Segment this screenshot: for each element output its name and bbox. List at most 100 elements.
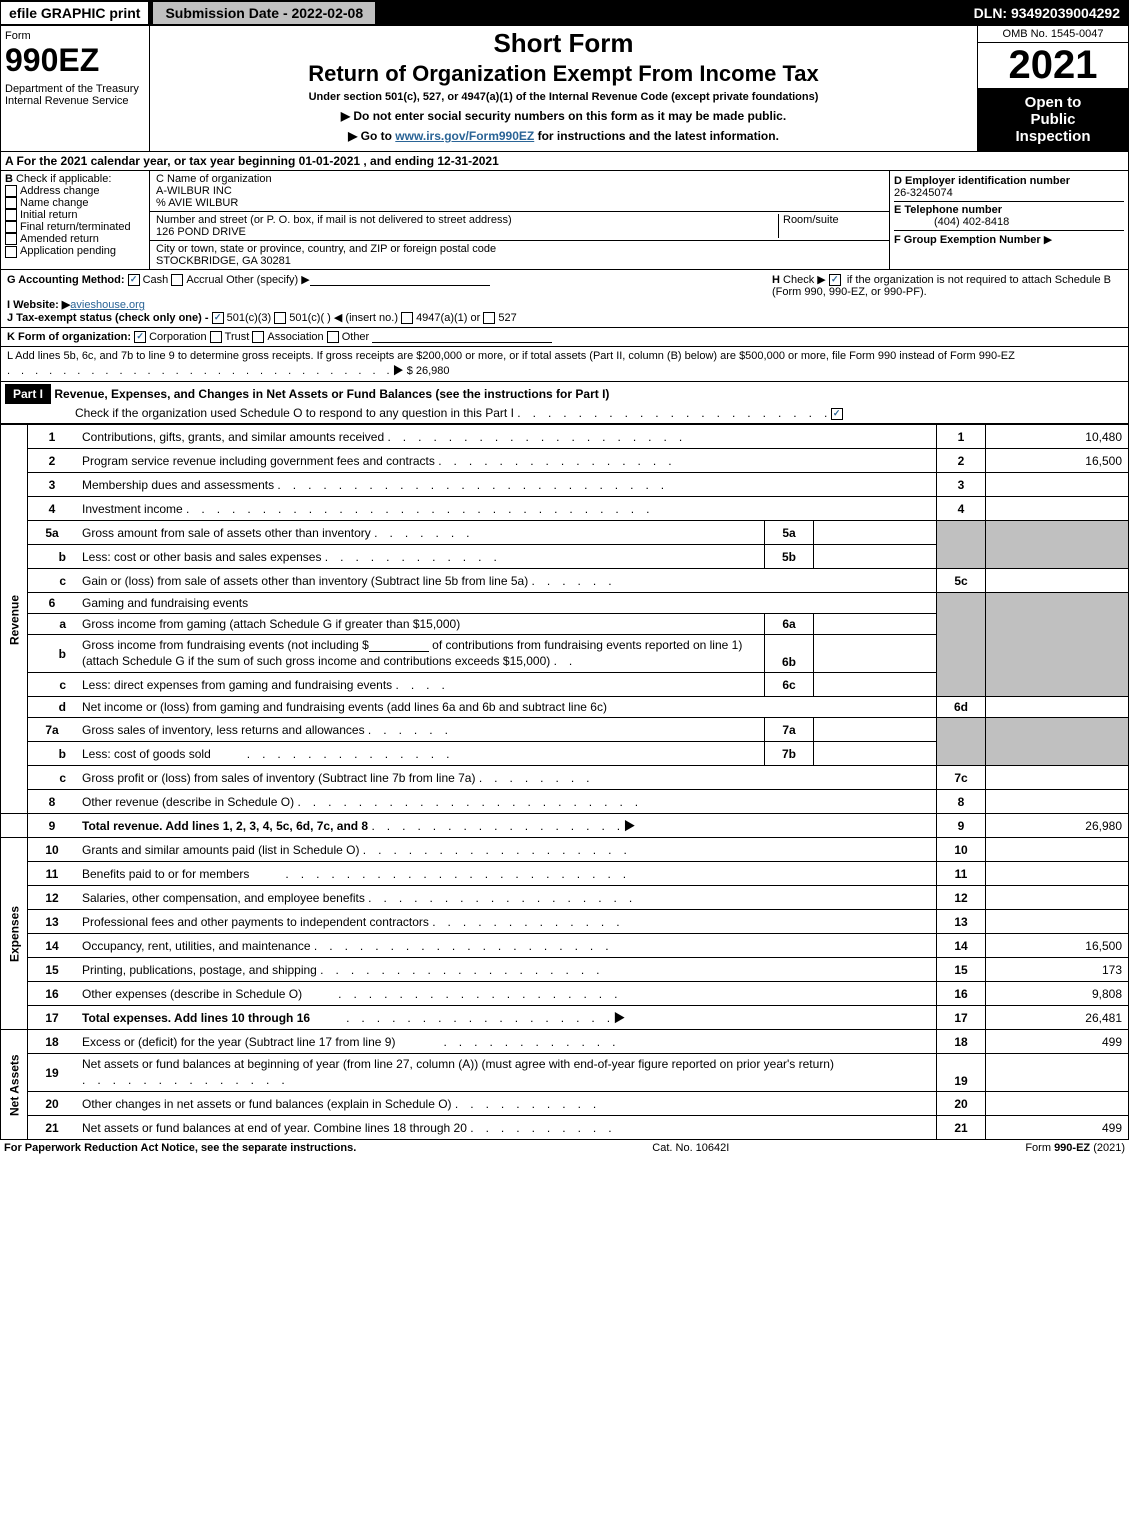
part1-header: Part I Revenue, Expenses, and Changes in…: [0, 382, 1129, 424]
line-8-rv: [986, 790, 1129, 814]
amended-label: Amended return: [20, 233, 99, 245]
goto-line: ▶ Go to www.irs.gov/Form990EZ for instru…: [158, 129, 969, 143]
line-12-num: 12: [28, 886, 77, 910]
checkbox-amended[interactable]: [5, 233, 17, 245]
l-text: L Add lines 5b, 6c, and 7b to line 9 to …: [7, 350, 1015, 362]
form-number: 990EZ: [5, 42, 145, 79]
other-org-blank: [372, 342, 552, 343]
line-6a-desc: Gross income from gaming (attach Schedul…: [76, 614, 765, 635]
expenses-vert-label: Expenses: [1, 838, 28, 1030]
checkbox-assoc[interactable]: [252, 331, 264, 343]
line-14-rv: 16,500: [986, 934, 1129, 958]
line-13-rv: [986, 910, 1129, 934]
line-4-rn: 4: [937, 497, 986, 521]
line-7c-desc: Gross profit or (loss) from sales of inv…: [82, 771, 475, 785]
top-bar: efile GRAPHIC print Submission Date - 20…: [0, 0, 1129, 26]
checkbox-other-org[interactable]: [327, 331, 339, 343]
checkbox-accrual[interactable]: [171, 274, 183, 286]
line-7a-mn: 7a: [765, 718, 814, 742]
page-footer: For Paperwork Reduction Act Notice, see …: [0, 1140, 1129, 1156]
corp-label: Corporation: [149, 331, 206, 343]
form-label: Form: [5, 30, 145, 42]
line-16-rn: 16: [937, 982, 986, 1006]
line-6b-blank: [369, 651, 429, 652]
line-17-num: 17: [28, 1006, 77, 1030]
line-5a-desc: Gross amount from sale of assets other t…: [82, 526, 371, 540]
table-row: 8 Other revenue (describe in Schedule O)…: [1, 790, 1129, 814]
line-14-rn: 14: [937, 934, 986, 958]
line-11-rv: [986, 862, 1129, 886]
table-row: Expenses 10 Grants and similar amounts p…: [1, 838, 1129, 862]
line-21-desc: Net assets or fund balances at end of ye…: [82, 1121, 467, 1135]
checkbox-initial-return[interactable]: [5, 209, 17, 221]
line-14-desc: Occupancy, rent, utilities, and maintena…: [82, 939, 311, 953]
line-7b-mn: 7b: [765, 742, 814, 766]
line-1-desc: Contributions, gifts, grants, and simila…: [82, 430, 384, 444]
tax-year: 2021: [978, 43, 1128, 88]
table-row: 11 Benefits paid to or for members . . .…: [1, 862, 1129, 886]
line-6c-num: c: [28, 673, 77, 697]
part1-check-note: Check if the organization used Schedule …: [5, 406, 514, 420]
line-10-desc: Grants and similar amounts paid (list in…: [82, 843, 359, 857]
line-9-num: 9: [28, 814, 77, 838]
street-label: Number and street (or P. O. box, if mail…: [156, 214, 512, 226]
checkbox-501c[interactable]: [274, 312, 286, 324]
checkbox-trust[interactable]: [210, 331, 222, 343]
form-header: Form 990EZ Department of the Treasury In…: [0, 26, 1129, 152]
ein-value: 26-3245074: [894, 187, 953, 199]
line-7b-mv: [814, 742, 937, 766]
line-16-rv: 9,808: [986, 982, 1129, 1006]
revenue-vert-label: Revenue: [1, 425, 28, 814]
checkbox-527[interactable]: [483, 312, 495, 324]
line-1-rn: 1: [937, 425, 986, 449]
table-row: 5a Gross amount from sale of assets othe…: [1, 521, 1129, 545]
table-row: 4 Investment income . . . . . . . . . . …: [1, 497, 1129, 521]
line-10-rv: [986, 838, 1129, 862]
line-2-rv: 16,500: [986, 449, 1129, 473]
checkbox-h[interactable]: [829, 274, 841, 286]
other-label: Other (specify) ▶: [226, 274, 310, 286]
line-3-num: 3: [28, 473, 77, 497]
line-17-rv: 26,481: [986, 1006, 1129, 1030]
irs-label: Internal Revenue Service: [5, 95, 145, 107]
line-13-rn: 13: [937, 910, 986, 934]
checkbox-schedule-o[interactable]: [831, 408, 843, 420]
ssn-warning: ▶ Do not enter social security numbers o…: [158, 109, 969, 123]
line-2-desc: Program service revenue including govern…: [82, 454, 435, 468]
line-4-num: 4: [28, 497, 77, 521]
website-link[interactable]: avieshouse.org: [70, 299, 145, 311]
checkbox-4947[interactable]: [401, 312, 413, 324]
line-6d-rv: [986, 697, 1129, 718]
line-18-num: 18: [28, 1030, 77, 1054]
line-6b-num: b: [28, 635, 77, 673]
checkbox-app-pending[interactable]: [5, 246, 17, 258]
table-row: 3 Membership dues and assessments . . . …: [1, 473, 1129, 497]
gray-cell: [986, 718, 1129, 766]
501c3-label: 501(c)(3): [227, 312, 272, 324]
line-5a-mv: [814, 521, 937, 545]
group-label: F Group Exemption Number: [894, 234, 1041, 246]
gray-cell: [986, 521, 1129, 569]
checkbox-final-return[interactable]: [5, 221, 17, 233]
checkbox-address-change[interactable]: [5, 185, 17, 197]
line-5b-mv: [814, 545, 937, 569]
table-row: 17 Total expenses. Add lines 10 through …: [1, 1006, 1129, 1030]
open-line2: Public: [982, 111, 1124, 128]
section-l: L Add lines 5b, 6c, and 7b to line 9 to …: [0, 347, 1129, 382]
line-14-num: 14: [28, 934, 77, 958]
checkbox-corp[interactable]: [134, 331, 146, 343]
g-label: G Accounting Method:: [7, 274, 125, 286]
sections-bcdef: B Check if applicable: Address change Na…: [0, 171, 1129, 270]
goto-link[interactable]: www.irs.gov/Form990EZ: [395, 129, 534, 143]
footer-mid: Cat. No. 10642I: [652, 1142, 729, 1154]
checkbox-cash[interactable]: [128, 274, 140, 286]
section-c: C Name of organization A-WILBUR INC % AV…: [150, 171, 890, 269]
checkbox-name-change[interactable]: [5, 197, 17, 209]
line-12-rv: [986, 886, 1129, 910]
table-row: Net Assets 18 Excess or (deficit) for th…: [1, 1030, 1129, 1054]
checkbox-501c3[interactable]: [212, 312, 224, 324]
line-5a-mn: 5a: [765, 521, 814, 545]
table-row: 7a Gross sales of inventory, less return…: [1, 718, 1129, 742]
line-5a-num: 5a: [28, 521, 77, 545]
header-center: Short Form Return of Organization Exempt…: [150, 26, 977, 151]
